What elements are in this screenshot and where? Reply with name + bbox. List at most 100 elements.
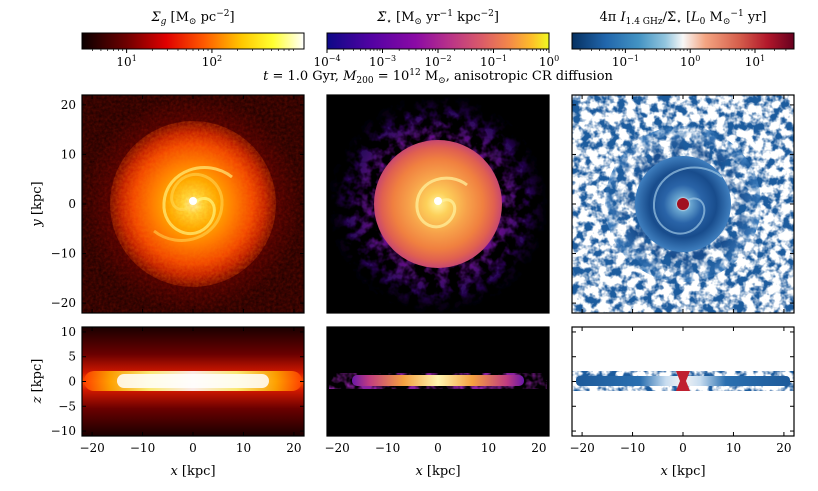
x-axis-label-2: x [kpc]: [415, 464, 460, 479]
subtitle-part: 12: [409, 68, 420, 78]
panel-ticks: −20 −10 0 10 20: [569, 327, 794, 455]
gas-spiral-arm: [162, 166, 233, 235]
label-part: [M: [392, 10, 415, 25]
label-part: 0: [700, 17, 706, 27]
tick-exponent: −1: [627, 54, 639, 63]
colorbar-tick-label: 101: [116, 54, 136, 69]
subtitle-part: 200: [356, 76, 373, 86]
x-axis-unit: [kpc]: [668, 464, 706, 479]
sfr-core: [434, 197, 442, 205]
y-tick-label: 20: [61, 98, 76, 112]
label-part: /Σ̇: [663, 10, 677, 25]
panel-ticks: [327, 95, 549, 313]
y-tick-label: −20: [51, 296, 76, 310]
tick-base: 10: [680, 55, 695, 69]
tick-exponent: −3: [384, 54, 396, 63]
y-axis-label: y [kpc]: [30, 181, 45, 227]
tick-base: 10: [202, 55, 217, 69]
colorbar-tick-label: 102: [202, 54, 222, 69]
colorbar-tick-label: 10−3: [369, 54, 396, 69]
tick-exponent: −4: [329, 54, 341, 63]
label-part: ⊙: [723, 17, 731, 27]
x-tick-label: 0: [189, 441, 197, 455]
subtitle-part: M: [421, 69, 438, 84]
z-axis-unit: [kpc]: [30, 359, 45, 397]
colorbar-radio: 10−1 100 101: [571, 32, 795, 69]
label-part: I: [619, 10, 626, 25]
colorbar-tick-label: 101: [745, 54, 765, 69]
x-axis-var: x: [415, 464, 423, 479]
y-tick-label: 0: [68, 197, 76, 211]
x-tick-label: 0: [434, 441, 442, 455]
x-tick-label: 0: [679, 441, 687, 455]
tick-exponent: 1: [760, 54, 765, 63]
label-part: L: [690, 10, 700, 25]
gas-spiral-arm: [153, 173, 224, 242]
y-tick-label: 5: [68, 350, 76, 364]
z-axis-var: z: [30, 396, 45, 404]
tick-base: 10: [116, 55, 131, 69]
colorbar-tick-label: 10−1: [612, 54, 639, 69]
label-part: ⊙: [189, 17, 197, 27]
label-part: g: [161, 17, 167, 27]
label-part: [: [682, 10, 691, 25]
label-part: ⋆: [676, 17, 682, 27]
label-part: M: [705, 10, 722, 25]
tick-base: 10: [313, 55, 328, 69]
x-tick-label: 20: [776, 441, 791, 455]
label-part: pc: [196, 10, 216, 25]
tick-base: 10: [539, 55, 554, 69]
tick-base: 10: [612, 55, 627, 69]
colorbar-sfr-ticks: 10−4 10−3 10−2 10−1 100: [313, 49, 559, 69]
radio-edge-core: [676, 371, 690, 391]
colorbar-sfr-label: Σ̇⋆ [M⊙ yr−1 kpc−2]: [376, 9, 499, 27]
panel-radio-faceon: [571, 94, 795, 314]
x-tick-label: 10: [236, 441, 251, 455]
y-tick-label: −10: [51, 247, 76, 261]
x-tick-label: 20: [286, 441, 301, 455]
tick-exponent: 1: [132, 54, 137, 63]
label-part: ⊙: [414, 17, 422, 27]
panel-gas-faceon: −20 −10 0 10 20: [51, 94, 305, 314]
subtitle-part: = 10: [374, 69, 410, 84]
x-tick-label: −20: [79, 441, 104, 455]
label-part: ⋆: [386, 17, 392, 27]
label-part: 4π: [600, 10, 621, 25]
label-part: −2: [216, 9, 229, 19]
colorbar-tick-label: 10−4: [313, 54, 340, 69]
sfr-spiral-arm: [415, 176, 468, 229]
x-tick-label: 20: [531, 441, 546, 455]
x-tick-label: −20: [324, 441, 349, 455]
tick-exponent: 2: [217, 54, 222, 63]
label-part: [M: [166, 10, 189, 25]
x-tick-label: 10: [726, 441, 741, 455]
y-tick-label: 10: [61, 147, 76, 161]
panel-ticks: −20 −10 0 10 20: [324, 327, 549, 455]
x-axis-label-3: x [kpc]: [660, 464, 705, 479]
colorbar-gas: 101 102: [81, 32, 305, 69]
tick-exponent: −2: [440, 54, 452, 63]
colorbar-tick-label: 10−2: [424, 54, 451, 69]
x-tick-label: −10: [375, 441, 400, 455]
colorbar-gas-label: Σg [M⊙ pc−2]: [150, 9, 234, 27]
colorbar-radio-gradient: [571, 32, 795, 50]
tick-base: 10: [745, 55, 760, 69]
tick-base: 10: [424, 55, 439, 69]
colorbar-sfr-gradient: [326, 32, 550, 50]
colorbar-gas-gradient: [81, 32, 305, 50]
label-part: −1: [440, 9, 453, 19]
panel-ticks: −20 −10 0 10 20: [51, 95, 304, 313]
subtitle-part: , anisotropic CR diffusion: [446, 69, 614, 84]
label-part: kpc: [453, 10, 481, 25]
figure-subtitle: t = 1.0 Gyr, M200 = 1012 M⊙, anisotropic…: [263, 68, 613, 86]
x-axis-unit: [kpc]: [178, 464, 216, 479]
panel-ticks: [572, 95, 794, 313]
label-part: −1: [730, 9, 743, 19]
radio-core: [677, 198, 689, 210]
y-tick-label: −10: [51, 424, 76, 438]
label-part: −2: [481, 9, 494, 19]
z-axis-label: z [kpc]: [30, 359, 45, 405]
panel-radio-edgeon: −20 −10 0 10 20: [569, 326, 795, 455]
